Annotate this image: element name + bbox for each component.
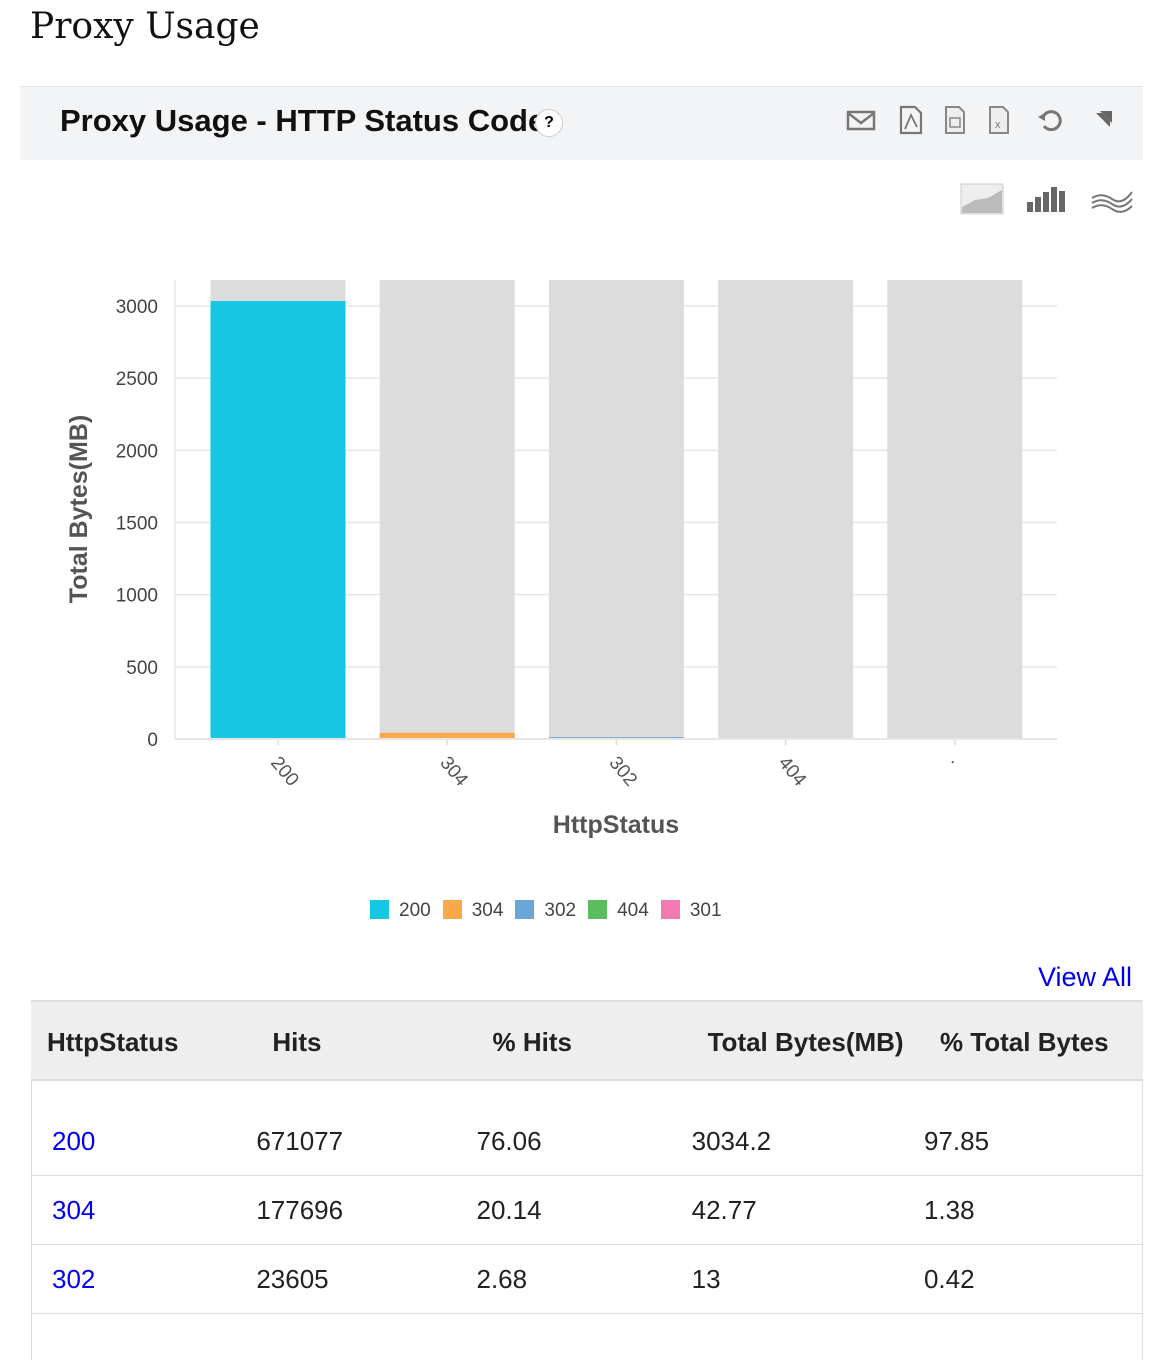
legend-label: 301: [689, 900, 722, 921]
bar-background: [887, 280, 1023, 739]
table-cell: 302: [31, 1244, 257, 1314]
table-cell: 97.85: [923, 1080, 1143, 1176]
y-tick-label: 0: [147, 730, 158, 751]
x-axis-label: HttpStatus: [553, 811, 679, 839]
legend-item-302[interactable]: 302: [515, 900, 576, 922]
area-chart-icon[interactable]: [960, 182, 1004, 216]
legend-item-404[interactable]: 404: [588, 900, 649, 922]
x-tick-label: 404: [774, 753, 811, 791]
y-tick-label: 3000: [116, 297, 158, 318]
view-all-link[interactable]: View All: [1037, 962, 1132, 992]
svg-text:x: x: [995, 119, 1001, 131]
legend-item-304[interactable]: 304: [442, 900, 504, 922]
legend-swatch: [515, 900, 535, 919]
chart-legend: 200 304 302 404 301: [370, 900, 722, 922]
email-icon[interactable]: [846, 105, 876, 135]
column-header[interactable]: % Hits: [476, 1000, 692, 1081]
pdf-icon[interactable]: [896, 105, 926, 135]
bar-chart: 0 500 1000 1500 2000 2500 3000 200 304 302 404 · Ht…: [65, 280, 1057, 839]
legend-item-200[interactable]: 200: [370, 900, 431, 922]
legend-label: 200: [399, 900, 431, 921]
help-icon[interactable]: ?: [535, 109, 563, 137]
table-cell: 200: [31, 1080, 257, 1176]
table-cell: 13: [691, 1244, 924, 1314]
column-header[interactable]: Total Bytes(MB): [691, 1000, 924, 1081]
excel-icon[interactable]: x: [984, 105, 1014, 135]
bar-background: [718, 280, 854, 739]
table-row: 304 177696 20.14 42.77 1.38: [31, 1175, 1143, 1245]
column-header[interactable]: % Total Bytes: [923, 1000, 1143, 1081]
legend-label: 304: [471, 900, 504, 921]
legend-item-301[interactable]: 301: [660, 900, 722, 922]
x-tick-label: 304: [435, 753, 472, 791]
legend-swatch: [588, 900, 608, 919]
column-header[interactable]: Hits: [256, 1000, 477, 1081]
table-row: 200 671077 76.06 3034.2 97.85: [31, 1080, 1143, 1176]
table-cell: 1.38: [923, 1175, 1143, 1245]
bar-chart-icon[interactable]: [1025, 182, 1069, 216]
status-link[interactable]: 302: [52, 1263, 96, 1294]
csv-icon[interactable]: [940, 105, 970, 135]
panel-header: Proxy Usage - HTTP Status Code ? x: [20, 86, 1143, 160]
bar-200: [210, 301, 346, 739]
y-tick-label: 1500: [116, 513, 158, 534]
bar-304: [379, 732, 515, 739]
table-cell: 671077: [256, 1080, 477, 1176]
y-tick-label: 500: [126, 658, 158, 679]
table-cell: 42.77: [691, 1175, 924, 1245]
legend-label: 302: [544, 900, 577, 921]
y-tick-label: 2000: [116, 441, 158, 462]
bar-background: [548, 280, 684, 739]
table-cell: 177696: [256, 1175, 477, 1245]
legend-label: 404: [617, 900, 649, 921]
status-table: HttpStatus Hits% Hits Total Bytes(MB)% Tot…: [31, 1000, 1143, 1314]
table-cell: 2.68: [476, 1244, 692, 1314]
refresh-icon[interactable]: [1035, 105, 1065, 135]
status-link[interactable]: 304: [52, 1194, 96, 1225]
table-cell: 23605: [256, 1244, 477, 1314]
legend-swatch: [370, 900, 389, 919]
y-axis-label: Total Bytes(MB): [65, 415, 93, 603]
expand-icon[interactable]: [1090, 105, 1120, 135]
status-link[interactable]: 200: [52, 1125, 96, 1156]
y-tick-label: 1000: [116, 586, 158, 607]
legend-swatch: [660, 900, 680, 919]
x-tick-label: 302: [605, 753, 641, 791]
column-header[interactable]: HttpStatus: [31, 1000, 257, 1081]
table-cell: 0.42: [923, 1244, 1143, 1314]
x-tick-label: ·: [943, 753, 963, 771]
table-cell: 304: [31, 1175, 257, 1245]
y-tick-label: 2500: [116, 369, 158, 390]
legend-swatch: [442, 900, 462, 919]
table-cell: 76.06: [476, 1080, 692, 1176]
panel-title: Proxy Usage - HTTP Status Code: [60, 103, 546, 138]
line-chart-icon[interactable]: [1090, 182, 1134, 216]
page-title: Proxy Usage: [30, 6, 260, 47]
table-cell: 3034.2: [691, 1080, 924, 1176]
table-row: 302 23605 2.68 13 0.42: [31, 1244, 1143, 1314]
x-tick-label: 200: [266, 753, 302, 791]
table-cell: 20.14: [476, 1175, 692, 1245]
bar-background: [379, 280, 515, 739]
